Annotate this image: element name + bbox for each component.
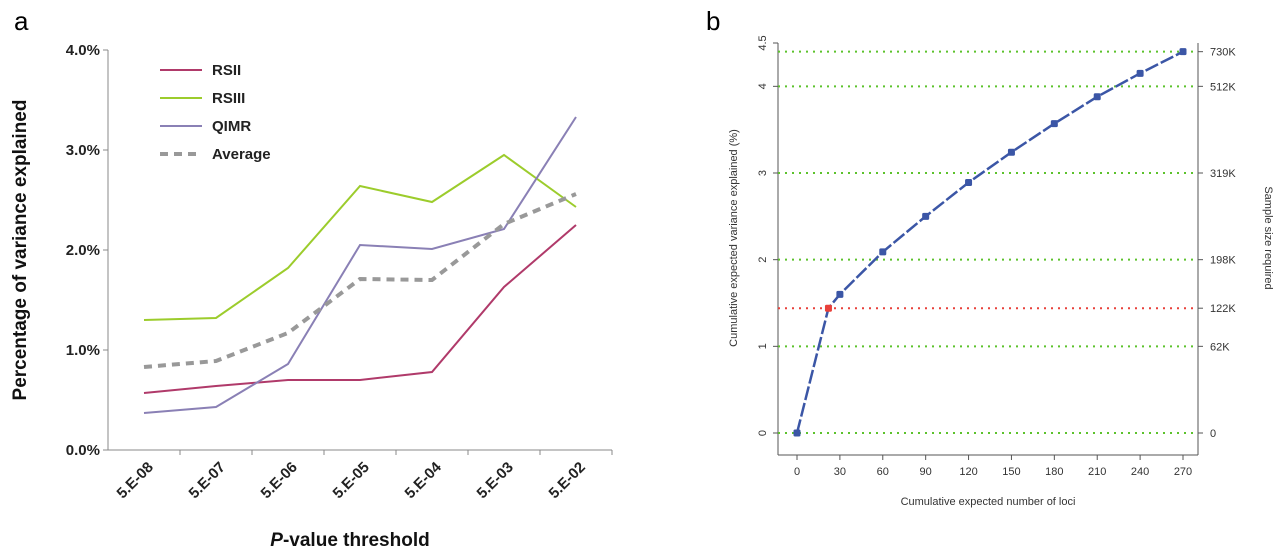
a-y-tick-label: 4.0% [66,42,100,59]
b-x-tick-label: 270 [1174,466,1192,478]
b-x-tick-label: 30 [834,466,846,478]
a-legend-label: RSIII [212,90,245,107]
b-x-tick-label: 210 [1088,466,1106,478]
b-left-tick-label: 4 [757,83,769,89]
b-highlight-point [824,304,832,312]
panel-b-line-chart: 0 62K 122K 198K 319K 512K 730K 0 1 2 3 4 4.5 0 30 60 90 1… [728,35,1274,508]
b-left-tick-label: 4.5 [757,35,769,50]
b-x-tick-label: 60 [877,466,889,478]
a-y-tick-label: 0.0% [66,442,100,459]
a-x-tick-label: 5.E-03 [474,459,517,502]
a-x-axis-title: P-value threshold [270,530,429,551]
a-series-line-rsiii [143,153,577,321]
b-x-tick-label: 180 [1045,466,1063,478]
b-data-point [836,290,844,298]
a-x-tick-label: 5.E-05 [330,459,373,502]
b-data-point [1093,93,1101,101]
a-x-tick-label: 5.E-08 [114,459,157,502]
panel-b-letter: b [706,6,720,36]
b-left-tick-label: 3 [757,170,769,176]
b-right-axis-title: Sample size required [1262,186,1274,289]
b-right-tick-label: 122K [1210,303,1236,315]
b-right-tick-label: 198K [1210,255,1236,267]
b-data-point [922,212,930,220]
b-left-tick-label: 2 [757,257,769,263]
b-series-line [795,50,1184,434]
a-x-axis-title-rest: -value threshold [283,530,430,551]
a-y-tick-label: 3.0% [66,142,100,159]
panel-a-line-chart: 0.0% 1.0% 2.0% 3.0% 4.0% 5.E-08 5.E-07 5.E-06 5.… [10,42,613,551]
a-y-axis-title: Percentage of variance explained [10,100,31,401]
a-x-tick-label: 5.E-02 [546,459,589,502]
b-data-point [965,179,973,187]
b-y-axis-title: Cumulative expected variance explained (… [728,129,740,347]
b-right-tick-label: 512K [1210,81,1236,93]
a-legend-label: Average [212,146,271,163]
b-left-tick-label: 1 [757,343,769,349]
a-x-tick-label: 5.E-04 [402,458,446,502]
a-x-tick-label: 5.E-07 [186,459,229,502]
b-right-tick-label: 62K [1210,341,1230,353]
b-x-tick-label: 240 [1131,466,1149,478]
a-series-line-rsii [143,224,577,394]
b-x-tick-label: 90 [920,466,932,478]
a-y-tick-label: 1.0% [66,342,100,359]
b-right-tick-label: 730K [1210,47,1236,59]
b-right-tick-label: 319K [1210,168,1236,180]
b-right-tick-label: 0 [1210,428,1216,440]
a-x-tick-label: 5.E-06 [258,459,301,502]
b-data-point [1136,69,1144,77]
a-x-axis-title-italic: P [270,530,283,551]
b-data-point [879,248,887,256]
a-series-line-average [143,192,577,369]
b-data-point [1179,48,1187,56]
b-data-point [1007,148,1015,156]
b-data-point [793,429,801,437]
a-legend-label: QIMR [212,118,251,135]
panel-a-letter: a [14,6,29,36]
b-x-axis-title: Cumulative expected number of loci [901,496,1076,508]
b-x-tick-label: 120 [959,466,977,478]
b-x-tick-label: 0 [794,466,800,478]
b-left-tick-label: 0 [757,430,769,436]
a-y-tick-label: 2.0% [66,242,100,259]
a-series-line-qimr [143,116,577,414]
b-data-point [1050,120,1058,128]
a-legend-label: RSII [212,62,241,79]
b-x-tick-label: 150 [1002,466,1020,478]
